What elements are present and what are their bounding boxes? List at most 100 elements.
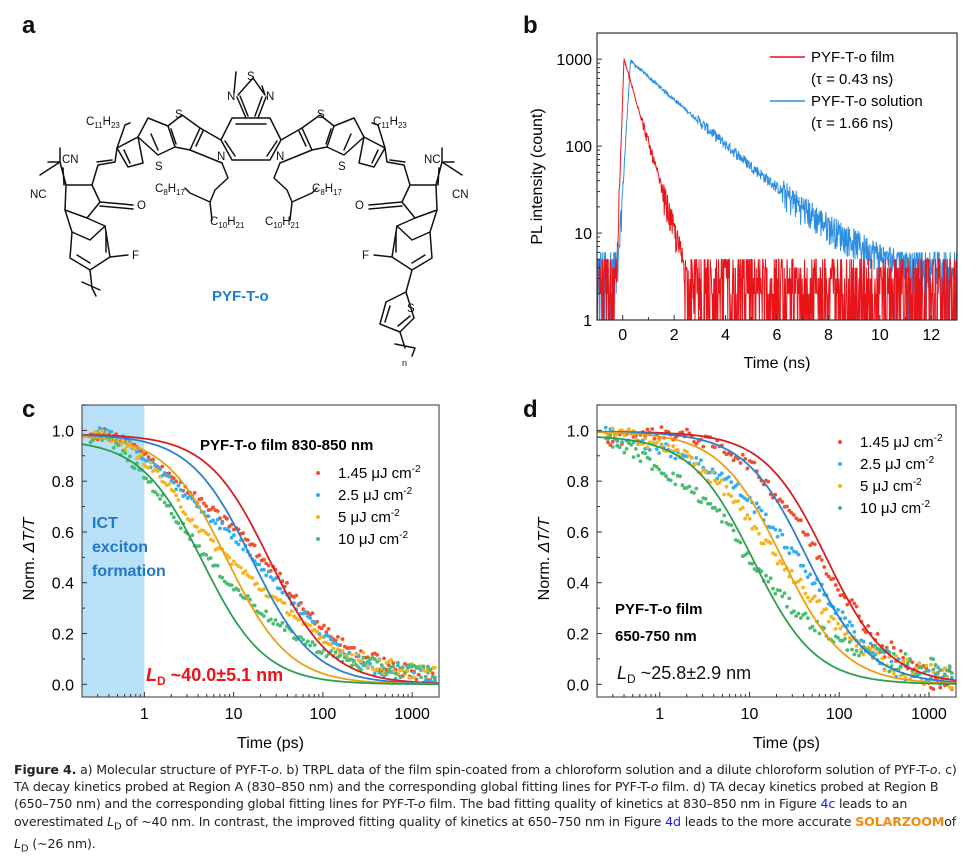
data-point	[852, 630, 857, 634]
data-point	[220, 575, 225, 580]
data-point	[729, 494, 734, 498]
data-point	[915, 671, 919, 676]
data-point	[929, 662, 933, 667]
caption-segment: D	[20, 843, 29, 855]
data-point	[773, 527, 778, 532]
data-point	[303, 610, 308, 615]
atom-cn: CN	[452, 189, 469, 201]
data-point	[664, 474, 668, 479]
data-point	[859, 650, 864, 655]
data-point	[717, 480, 722, 485]
data-point	[703, 496, 708, 501]
data-point	[850, 637, 854, 642]
data-point	[850, 623, 854, 628]
data-point	[812, 542, 817, 547]
data-point	[847, 620, 852, 624]
data-point	[850, 647, 854, 652]
data-point	[255, 581, 259, 586]
data-point	[657, 451, 661, 455]
data-point	[167, 471, 172, 476]
data-point	[167, 482, 172, 487]
data-point	[396, 660, 400, 665]
data-point	[766, 479, 771, 484]
legend-label: 5 μJ cm-2	[860, 477, 922, 495]
data-point	[342, 655, 347, 660]
caption-segment: L	[107, 813, 114, 829]
data-point	[717, 508, 722, 512]
data-point	[199, 496, 204, 501]
data-point	[671, 444, 675, 449]
data-point	[747, 516, 752, 521]
data-point	[169, 511, 174, 516]
data-point	[610, 439, 615, 444]
data-point	[796, 552, 801, 557]
data-point	[634, 436, 638, 441]
y-axis-label: Norm. ΔT/T	[21, 516, 38, 600]
data-point	[722, 513, 727, 518]
data-point	[780, 532, 785, 537]
data-point	[338, 653, 343, 658]
data-point	[843, 616, 847, 620]
data-point	[647, 457, 652, 461]
data-point	[213, 521, 218, 526]
shaded-region-label: formation	[92, 563, 166, 580]
fit-line	[82, 433, 439, 685]
y-axis-label: PL intensity (count)	[529, 108, 546, 244]
data-point	[838, 626, 843, 631]
data-point	[215, 563, 220, 568]
atom-n: N	[217, 151, 225, 163]
y-tick-label: 0.6	[567, 525, 589, 542]
data-point	[708, 501, 713, 506]
data-point	[761, 541, 766, 546]
atom-s: S	[407, 303, 415, 315]
fit-line	[82, 443, 439, 686]
data-point	[195, 525, 199, 529]
x-tick-label: 100	[310, 706, 337, 723]
data-point	[269, 617, 273, 622]
plot-area	[597, 425, 956, 691]
legend-label: 1.45 μJ cm-2	[860, 433, 943, 451]
data-point	[812, 628, 817, 633]
data-point	[766, 579, 771, 584]
data-point	[745, 551, 750, 556]
data-point	[162, 500, 167, 505]
data-point	[675, 448, 680, 452]
data-point	[329, 649, 333, 654]
figure-link[interactable]: 4c	[820, 796, 836, 812]
figure-link[interactable]: 4d	[665, 813, 681, 829]
chart-ta-830-850: 1 10 100 1000 0.0 0.2 0.4 0.6 0.8 1.0 Time (ps) Nor…	[21, 404, 440, 752]
data-point	[817, 598, 822, 603]
data-point	[396, 663, 400, 668]
data-point	[868, 641, 873, 646]
data-point	[312, 643, 317, 647]
data-point	[738, 461, 743, 465]
data-point	[155, 469, 160, 473]
data-point	[643, 436, 648, 441]
data-point	[740, 505, 745, 510]
data-point	[754, 501, 759, 506]
data-point	[361, 655, 366, 660]
data-point	[158, 497, 162, 501]
data-point	[654, 447, 659, 451]
data-point	[745, 513, 750, 518]
data-point	[778, 497, 782, 502]
data-point	[349, 652, 354, 657]
data-point	[116, 443, 121, 448]
series-line-solution	[597, 59, 957, 320]
caption-segment: o	[417, 796, 426, 812]
atom-n: N	[227, 91, 235, 103]
data-point	[282, 601, 287, 606]
data-point	[773, 552, 778, 557]
data-point	[613, 434, 617, 439]
legend-marker	[316, 537, 320, 541]
data-point	[192, 491, 197, 495]
data-point	[236, 588, 241, 593]
data-point	[792, 609, 796, 614]
data-point	[745, 498, 750, 503]
x-tick-label: 4	[721, 327, 730, 344]
data-point	[782, 591, 787, 595]
data-point	[796, 611, 801, 616]
legend-label: 2.5 μJ cm-2	[860, 455, 935, 473]
data-point	[738, 540, 743, 545]
molecular-structure: S N N S S S S N N CN NC NC CN O O F F S …	[30, 71, 469, 368]
